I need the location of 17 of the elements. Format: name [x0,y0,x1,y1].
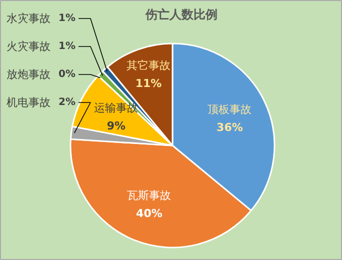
slice-label: 机电事故 [6,96,50,109]
data-label: 2% [58,97,76,108]
text: 0% [58,69,76,80]
slice-label: 瓦斯事故 [127,188,172,202]
slice-label: 水灾事故 [6,12,50,25]
data-label: 1% [58,13,76,24]
data-label: 11% [135,76,162,90]
slice-label: 运输事故 [94,101,138,114]
data-label: 40% [136,206,162,220]
chart-title: 伤亡人数比例 [144,8,218,22]
data-label: 1% [58,41,76,52]
slice-label: 火灾事故 [6,40,50,53]
data-label: 36% [216,121,243,134]
data-label: 9% [106,119,126,132]
slice-label: 顶板事故 [208,103,252,116]
slice-label: 其它事故 [126,58,170,72]
category-label: 放炮事故 [6,68,50,81]
